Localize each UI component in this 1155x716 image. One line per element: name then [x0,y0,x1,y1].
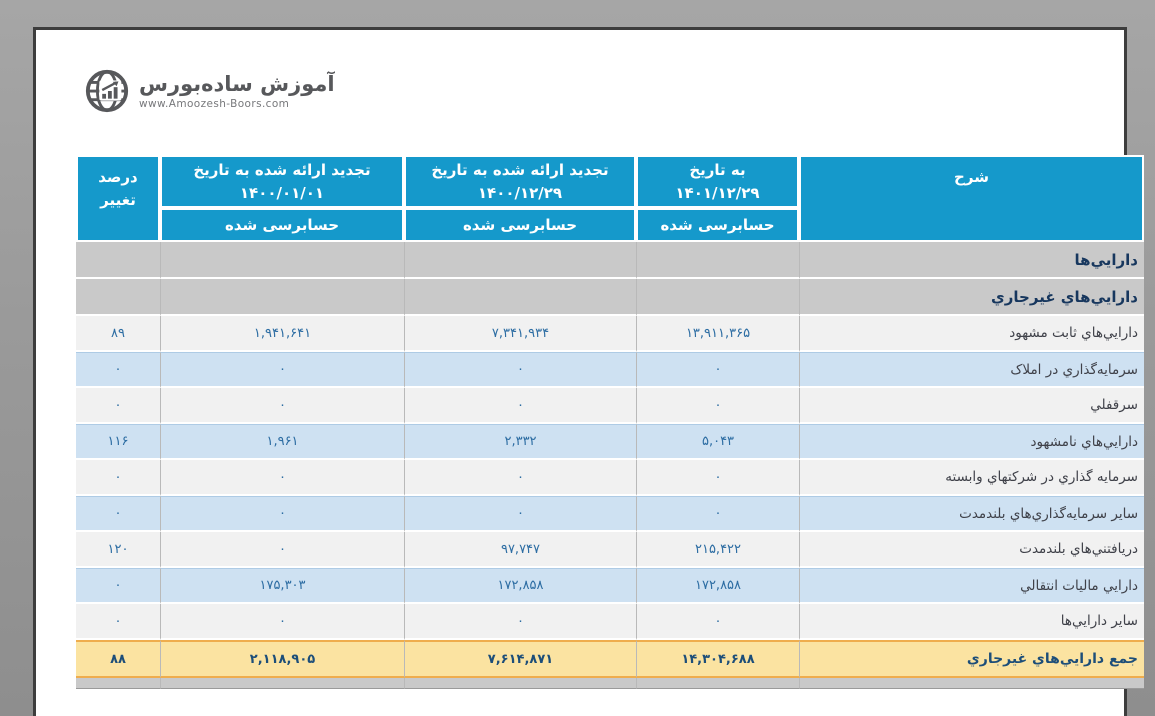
subheader-audited-1400-12-29: حسابرسی شده [404,208,636,242]
data-row: ۱۲۰ ۰ ۹۷,۷۴۷ ۲۱۵,۴۲۲ دريافتني‌هاي بلندمدت [76,532,1144,568]
value-cell-v1400_01: ۱۷۵,۳۰۳ [160,568,404,604]
content-card: آموزش ساده‌بورس www.Amoozesh-Boors.com د… [33,27,1144,716]
value-cell-pct: ۸۹ [76,316,160,352]
row-label: دارايي‌هاي نامشهود [799,424,1144,460]
value-cell-v1401: ۰ [636,604,799,640]
data-row: ۰ ۰ ۰ ۰ ساير دارايي‌ها [76,604,1144,640]
value-cell-v1401: ۱۳,۹۱۱,۳۶۵ [636,316,799,352]
row-label: ساير سرمايه‌گذاري‌هاي بلندمدت [799,496,1144,532]
value-cell-v1400_01: ۲,۱۱۸,۹۰۵ [160,640,404,678]
logo-website: www.Amoozesh-Boors.com [139,98,290,111]
row-label: دارايي‌ها [799,242,1144,279]
value-cell-pct: ۰ [76,568,160,604]
table-header: درصد تغییر تجدید ارائه شده به تاریخ ۱۴۰۰… [76,155,1144,242]
data-row: ۱۱۶ ۱,۹۶۱ ۲,۳۳۲ ۵,۰۴۳ دارايي‌هاي نامشهود [76,424,1144,460]
header-restated-1400-01-01: تجدید ارائه شده به تاریخ ۱۴۰۰/۰۱/۰۱ [160,155,404,208]
data-row: ۰ ۰ ۰ ۰ سرمايه گذاري در شرکتهاي وابسته [76,460,1144,496]
value-cell-v1400_12: ۰ [404,496,636,532]
value-cell-v1400_01 [160,242,404,279]
value-cell-v1400_01: ۰ [160,460,404,496]
stub-cell [636,678,799,689]
header-percent-change: درصد تغییر [76,155,160,242]
row-label: دارايي‌هاي ثابت مشهود [799,316,1144,352]
value-cell-pct: ۸۸ [76,640,160,678]
value-cell-pct: ۰ [76,460,160,496]
value-cell-v1400_01 [160,279,404,316]
value-cell-v1401: ۰ [636,352,799,388]
value-cell-v1400_01: ۱,۹۶۱ [160,424,404,460]
row-label: دريافتني‌هاي بلندمدت [799,532,1144,568]
stub-cell [76,678,160,689]
row-label: دارايي ماليات انتقالي [799,568,1144,604]
data-row: ۰ ۱۷۵,۳۰۳ ۱۷۲,۸۵۸ ۱۷۲,۸۵۸ دارايي ماليات انتق… [76,568,1144,604]
row-label: ساير دارايي‌ها [799,604,1144,640]
value-cell-v1401: ۵,۰۴۳ [636,424,799,460]
subheader-audited-1401-12-29: حسابرسی شده [636,208,799,242]
value-cell-v1400_01: ۰ [160,352,404,388]
value-cell-v1400_12 [404,242,636,279]
section-row: دارايي‌ها [76,242,1144,279]
value-cell-v1400_12: ۱۷۲,۸۵۸ [404,568,636,604]
row-label: سرقفلي [799,388,1144,424]
value-cell-v1401: ۰ [636,496,799,532]
header-description: شرح [799,155,1144,242]
financial-statement-table: درصد تغییر تجدید ارائه شده به تاریخ ۱۴۰۰… [76,155,1144,689]
stub-cell [160,678,404,689]
site-logo: آموزش ساده‌بورس www.Amoozesh-Boors.com [84,68,335,114]
value-cell-v1400_12: ۹۷,۷۴۷ [404,532,636,568]
value-cell-v1400_12: ۷,۶۱۴,۸۷۱ [404,640,636,678]
total-row: ۸۸ ۲,۱۱۸,۹۰۵ ۷,۶۱۴,۸۷۱ ۱۴,۳۰۴,۶۸۸ جمع دارايي… [76,640,1144,678]
value-cell-v1400_01: ۱,۹۴۱,۶۴۱ [160,316,404,352]
value-cell-v1401 [636,279,799,316]
value-cell-v1400_01: ۰ [160,496,404,532]
section-row: دارايي‌هاي غيرجاري [76,279,1144,316]
subheader-audited-1400-01-01: حسابرسی شده [160,208,404,242]
logo-title: آموزش ساده‌بورس [139,71,335,96]
value-cell-v1401: ۰ [636,388,799,424]
value-cell-v1400_01: ۰ [160,532,404,568]
value-cell-v1400_12: ۰ [404,460,636,496]
value-cell-pct [76,242,160,279]
value-cell-v1401: ۲۱۵,۴۲۲ [636,532,799,568]
value-cell-v1400_12: ۰ [404,388,636,424]
value-cell-v1400_12: ۷,۳۴۱,۹۳۴ [404,316,636,352]
table-body: دارايي‌ها دارايي‌هاي غيرجاري ۸۹ ۱,۹۴۱,۶۴۱ ۷,… [76,242,1144,689]
value-cell-v1401: ۱۴,۳۰۴,۶۸۸ [636,640,799,678]
row-label: سرمايه‌گذاري در املاک [799,352,1144,388]
value-cell-v1401 [636,242,799,279]
row-label: جمع دارايي‌هاي غيرجاري [799,640,1144,678]
value-cell-pct: ۱۲۰ [76,532,160,568]
data-row: ۰ ۰ ۰ ۰ سرمايه‌گذاري در املاک [76,352,1144,388]
data-row: ۰ ۰ ۰ ۰ ساير سرمايه‌گذاري‌هاي بلندمدت [76,496,1144,532]
data-row: ۰ ۰ ۰ ۰ سرقفلي [76,388,1144,424]
value-cell-v1401: ۱۷۲,۸۵۸ [636,568,799,604]
value-cell-v1400_01: ۰ [160,388,404,424]
value-cell-v1400_01: ۰ [160,604,404,640]
stub-cell [404,678,636,689]
value-cell-pct: ۰ [76,604,160,640]
header-restated-1400-12-29: تجدید ارائه شده به تاریخ ۱۴۰۰/۱۲/۲۹ [404,155,636,208]
value-cell-pct [76,279,160,316]
value-cell-v1400_12: ۰ [404,604,636,640]
value-cell-v1400_12 [404,279,636,316]
value-cell-pct: ۰ [76,388,160,424]
value-cell-pct: ۱۱۶ [76,424,160,460]
header-asof-1401-12-29: به تاریخ ۱۴۰۱/۱۲/۲۹ [636,155,799,208]
row-label: سرمايه گذاري در شرکتهاي وابسته [799,460,1144,496]
data-row: ۸۹ ۱,۹۴۱,۶۴۱ ۷,۳۴۱,۹۳۴ ۱۳,۹۱۱,۳۶۵ دارايي‌هاي… [76,316,1144,352]
value-cell-v1400_12: ۲,۳۳۲ [404,424,636,460]
value-cell-pct: ۰ [76,496,160,532]
value-cell-v1400_12: ۰ [404,352,636,388]
globe-chart-icon [85,69,129,113]
stub-row [76,678,1144,689]
value-cell-v1401: ۰ [636,460,799,496]
stub-cell [799,678,1144,689]
row-label: دارايي‌هاي غيرجاري [799,279,1144,316]
value-cell-pct: ۰ [76,352,160,388]
